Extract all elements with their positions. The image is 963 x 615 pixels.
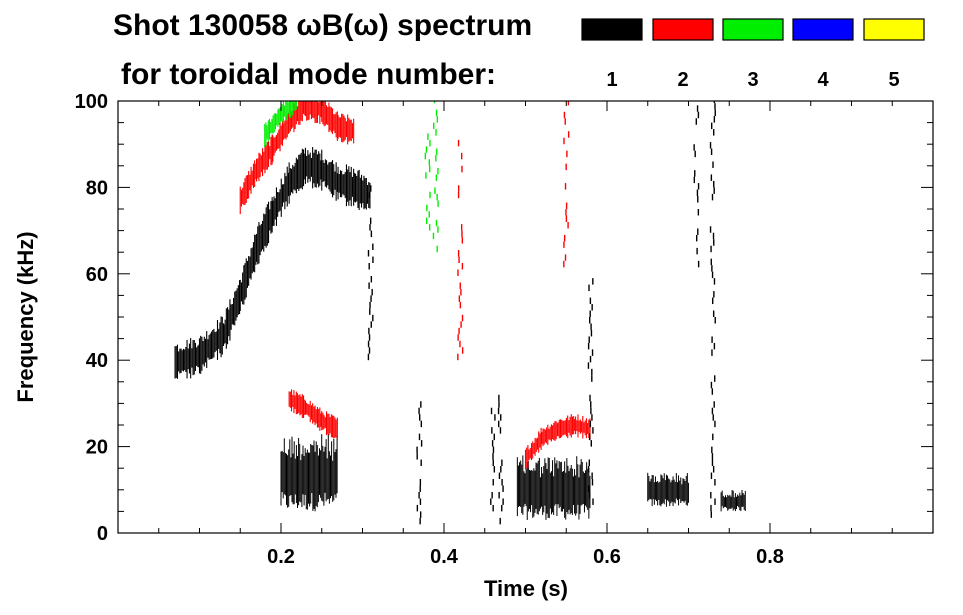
legend: 1 2 3 4 5 (581, 18, 925, 91)
mode-1-feature (174, 147, 371, 379)
mode-1-streak (497, 394, 504, 525)
mode-2-feature (288, 389, 338, 441)
legend-swatch-3 (722, 18, 784, 41)
axes: 0.2 0.4 0.6 0.8 0 20 40 60 80 100 (75, 91, 933, 568)
y-tick-label: 80 (86, 177, 108, 199)
mode-1-blob (720, 489, 746, 512)
mode-1-streak (587, 278, 594, 505)
y-axis-title: Frequency (kHz) (13, 231, 38, 402)
legend-swatch-4 (792, 18, 854, 41)
mode-2-streak (563, 101, 570, 268)
x-axis-title: Time (s) (484, 576, 568, 601)
x-tick-label: 0.2 (267, 546, 295, 568)
y-tick-label: 40 (86, 350, 108, 372)
y-tick-label: 100 (75, 91, 108, 113)
mode-1-blob (647, 472, 689, 507)
x-tick-label: 0.8 (756, 546, 784, 568)
y-tick-label: 0 (97, 523, 108, 545)
legend-swatch-2 (652, 18, 714, 41)
legend-label-1: 1 (606, 69, 617, 91)
legend-label-5: 5 (888, 69, 899, 91)
mode-3-streak (424, 133, 431, 231)
x-tick-label: 0.6 (593, 546, 621, 568)
mode-1-streak (490, 407, 496, 512)
mode-1-streak (693, 105, 700, 268)
mode-2-streak (457, 139, 464, 361)
x-tick-label: 0.4 (430, 546, 459, 568)
y-tick-label: 60 (86, 264, 108, 286)
mode-1-streak (416, 401, 423, 525)
mode-1-blob (280, 434, 338, 512)
legend-swatch-1 (581, 18, 643, 41)
spectrogram-data (174, 101, 746, 525)
mode-1-blob (516, 455, 591, 520)
legend-label-3: 3 (747, 69, 758, 91)
legend-label-4: 4 (817, 69, 829, 91)
mode-2-feature (524, 414, 591, 470)
legend-swatch-5 (863, 18, 925, 41)
legend-label-2: 2 (677, 69, 688, 91)
mode-3-feature (264, 101, 298, 148)
mode-3-streak (432, 101, 439, 253)
chart-title-line2: for toroidal mode number: (121, 58, 496, 91)
y-tick-label: 20 (86, 437, 108, 459)
mode-1-streak (367, 185, 374, 361)
chart-title-line1: Shot 130058 ωB(ω) spectrum (113, 9, 532, 42)
mode-1-streak (709, 101, 716, 518)
